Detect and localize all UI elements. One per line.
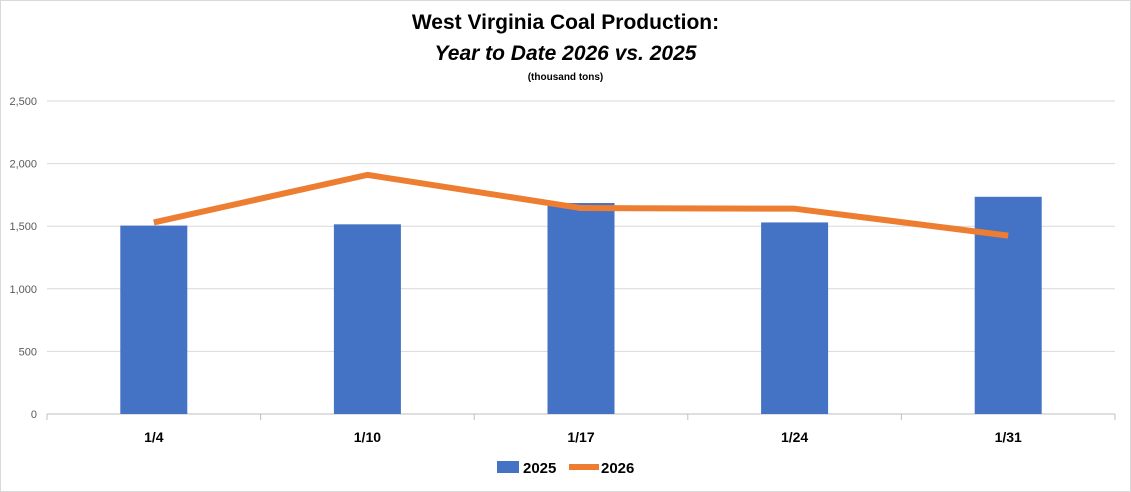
x-tick-label: 1/31	[995, 429, 1022, 445]
bar-2025	[120, 225, 188, 414]
legend-label-2025: 2025	[523, 460, 556, 477]
bar-2025	[761, 222, 829, 414]
y-tick-label: 2,000	[9, 159, 37, 171]
x-tick-label: 1/17	[567, 429, 594, 445]
x-tick-label: 1/24	[781, 429, 808, 445]
x-tick-label: 1/4	[144, 429, 164, 445]
y-tick-label: 1,000	[9, 284, 37, 296]
bar-2025	[974, 196, 1042, 414]
chart-units-note: (thousand tons)	[527, 72, 604, 83]
chart-title: West Virginia Coal Production:	[411, 11, 720, 34]
y-tick-label: 1,500	[9, 221, 37, 233]
bar-2025	[547, 203, 615, 414]
y-tick-label: 0	[31, 409, 37, 421]
line-2026	[153, 171, 1009, 239]
bar-2025	[333, 224, 401, 414]
chart-subtitle: Year to Date 2026 vs. 2025	[434, 42, 697, 65]
y-tick-label: 500	[19, 346, 37, 358]
x-tick-label: 1/10	[354, 429, 381, 445]
y-tick-label: 2,500	[9, 96, 37, 108]
legend-label-2026: 2026	[601, 460, 634, 477]
legend-swatch-2025	[497, 461, 519, 473]
